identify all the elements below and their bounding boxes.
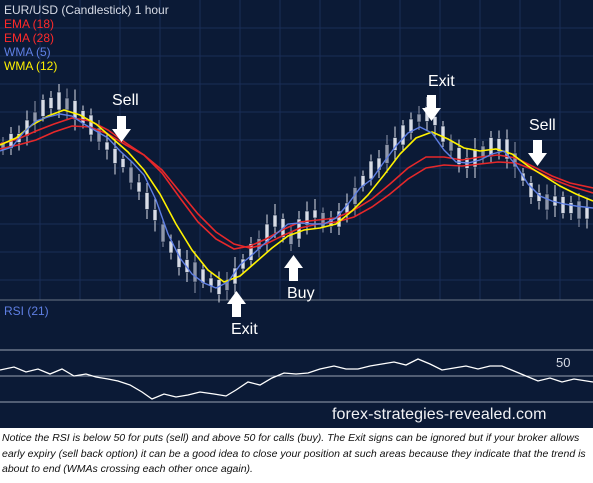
chart-canvas bbox=[0, 0, 593, 403]
candle-body bbox=[504, 138, 510, 160]
candle-body bbox=[448, 140, 454, 152]
candle-body bbox=[48, 97, 54, 109]
candle-body bbox=[120, 158, 126, 168]
candle-body bbox=[408, 118, 414, 134]
exit-label-1: Exit bbox=[231, 321, 258, 338]
candle-body bbox=[128, 166, 134, 184]
candle-body bbox=[512, 152, 518, 168]
candle-body bbox=[192, 261, 198, 283]
exit-arrow-icon-2 bbox=[422, 95, 441, 121]
wma-12-line bbox=[0, 109, 593, 283]
candle-body bbox=[560, 196, 566, 214]
candle-body bbox=[64, 97, 70, 111]
legend-ema-28: EMA (28) bbox=[4, 31, 55, 45]
caption-text: Notice the RSI is below 50 for puts (sel… bbox=[2, 432, 586, 475]
candle-body bbox=[88, 114, 94, 136]
chart-grid bbox=[0, 0, 593, 300]
candle-body bbox=[352, 187, 358, 205]
sell-label-2: Sell bbox=[529, 117, 556, 134]
candle-body bbox=[248, 243, 254, 261]
candle-body bbox=[176, 248, 182, 268]
candle-body bbox=[576, 200, 582, 220]
candle-body bbox=[312, 209, 318, 219]
candle-body bbox=[152, 209, 158, 221]
wma-5-line bbox=[0, 113, 593, 289]
candle-body bbox=[544, 193, 550, 211]
candle-body bbox=[432, 116, 438, 126]
exit-arrow-icon-1 bbox=[227, 291, 246, 317]
buy-arrow-icon bbox=[284, 255, 303, 281]
forex-chart-panel: EUR/USD (Candlestick) 1 hour EMA (18) EM… bbox=[0, 0, 593, 428]
rsi-label: RSI (21) bbox=[4, 304, 49, 318]
sell-arrow-icon-2 bbox=[528, 140, 547, 166]
candle-body bbox=[528, 182, 534, 198]
candle-body bbox=[160, 223, 166, 243]
sell-arrow-icon-1 bbox=[112, 116, 131, 142]
candle-body bbox=[56, 91, 62, 111]
candle-body bbox=[568, 202, 574, 214]
legend-wma-12: WMA (12) bbox=[4, 59, 58, 73]
candle-body bbox=[496, 138, 502, 152]
sell-label-1: Sell bbox=[112, 92, 139, 109]
chart-title: EUR/USD (Candlestick) 1 hour bbox=[4, 3, 169, 17]
ema-28-line bbox=[0, 125, 593, 249]
candle-body bbox=[384, 144, 390, 164]
candle-body bbox=[440, 125, 446, 143]
candle-body bbox=[112, 148, 118, 164]
rsi-line bbox=[0, 358, 593, 400]
candle-body bbox=[72, 100, 78, 120]
candle-body bbox=[136, 181, 142, 193]
candle-body bbox=[456, 147, 462, 165]
candle-body bbox=[368, 160, 374, 180]
legend-ema-18: EMA (18) bbox=[4, 17, 55, 31]
candle-body bbox=[416, 113, 422, 123]
candle-body bbox=[40, 99, 46, 117]
rsi-level-label: 50 bbox=[556, 355, 571, 370]
watermark-url: forex-strategies-revealed.com bbox=[332, 406, 547, 423]
candle-body bbox=[184, 259, 190, 273]
candle-body bbox=[304, 210, 310, 226]
indicator-legend: EMA (18) EMA (28) WMA (5) WMA (12) bbox=[4, 17, 57, 73]
candle-body bbox=[96, 127, 102, 143]
legend-wma-5: WMA (5) bbox=[4, 45, 51, 59]
candle-body bbox=[584, 206, 590, 220]
exit-label-2: Exit bbox=[428, 73, 455, 90]
candle-body bbox=[400, 124, 406, 146]
candle-body bbox=[272, 214, 278, 228]
candle-body bbox=[104, 141, 110, 151]
candle-body bbox=[144, 192, 150, 210]
buy-label: Buy bbox=[287, 285, 315, 302]
